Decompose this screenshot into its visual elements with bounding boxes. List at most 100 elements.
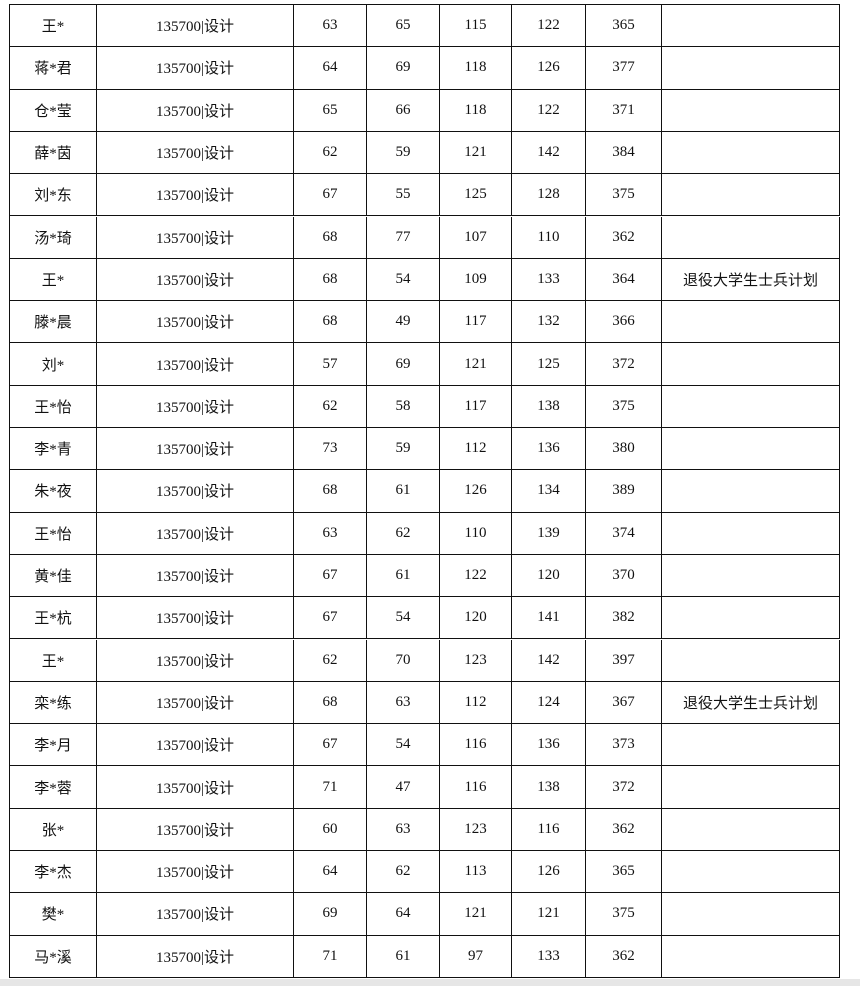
total-score: 375 (586, 893, 662, 936)
total-score: 380 (586, 428, 662, 471)
note (662, 5, 840, 48)
total-score: 384 (586, 131, 662, 175)
score: 133 (512, 935, 586, 978)
score: 68 (294, 216, 367, 259)
total-score: 375 (586, 385, 662, 428)
student-name: 栾*练 (10, 681, 97, 725)
score: 112 (440, 428, 512, 471)
major: 135700|设计 (97, 935, 294, 978)
student-name: 黄*佳 (10, 554, 97, 598)
score: 123 (440, 808, 512, 851)
score: 139 (512, 512, 586, 555)
score: 138 (512, 766, 586, 809)
score: 62 (294, 385, 367, 428)
major: 135700|设计 (97, 808, 294, 851)
score: 73 (294, 428, 367, 471)
note (662, 428, 840, 471)
major: 135700|设计 (97, 724, 294, 767)
score: 70 (367, 639, 440, 682)
score: 121 (440, 343, 512, 386)
student-name: 蒋*君 (10, 47, 97, 90)
score: 59 (367, 131, 440, 175)
score: 68 (294, 301, 367, 344)
score: 57 (294, 343, 367, 386)
score: 71 (294, 935, 367, 978)
major: 135700|设计 (97, 301, 294, 344)
score: 61 (367, 935, 440, 978)
note (662, 89, 840, 132)
score: 120 (440, 597, 512, 640)
score: 55 (367, 174, 440, 217)
total-score: 366 (586, 301, 662, 344)
student-name: 王* (10, 639, 97, 682)
total-score: 362 (586, 808, 662, 851)
score: 66 (367, 89, 440, 132)
major: 135700|设计 (97, 554, 294, 598)
score: 60 (294, 808, 367, 851)
score: 126 (512, 47, 586, 90)
score: 117 (440, 301, 512, 344)
score: 122 (512, 89, 586, 132)
total-score: 389 (586, 470, 662, 513)
major: 135700|设计 (97, 174, 294, 217)
score: 54 (367, 724, 440, 767)
score: 65 (294, 89, 367, 132)
student-name: 王*怡 (10, 385, 97, 428)
score: 61 (367, 554, 440, 598)
score: 120 (512, 554, 586, 598)
score: 123 (440, 639, 512, 682)
score: 134 (512, 470, 586, 513)
note (662, 597, 840, 640)
student-name: 马*溪 (10, 935, 97, 978)
score: 110 (440, 512, 512, 555)
score: 64 (294, 47, 367, 90)
total-score: 364 (586, 258, 662, 302)
total-score: 382 (586, 597, 662, 640)
total-score: 377 (586, 47, 662, 90)
score: 67 (294, 724, 367, 767)
major: 135700|设计 (97, 893, 294, 936)
student-name: 王*怡 (10, 512, 97, 555)
student-name: 王* (10, 5, 97, 48)
student-name: 李*青 (10, 428, 97, 471)
score: 62 (367, 512, 440, 555)
student-name: 滕*晨 (10, 301, 97, 344)
major: 135700|设计 (97, 766, 294, 809)
major: 135700|设计 (97, 258, 294, 302)
score: 109 (440, 258, 512, 302)
score: 138 (512, 385, 586, 428)
total-score: 362 (586, 216, 662, 259)
total-score: 365 (586, 5, 662, 48)
student-name: 王*杭 (10, 597, 97, 640)
score: 142 (512, 131, 586, 175)
score: 64 (367, 893, 440, 936)
score: 69 (294, 893, 367, 936)
note (662, 766, 840, 809)
score: 54 (367, 597, 440, 640)
major: 135700|设计 (97, 639, 294, 682)
note (662, 512, 840, 555)
major: 135700|设计 (97, 597, 294, 640)
score: 126 (512, 851, 586, 894)
note (662, 343, 840, 386)
score: 61 (367, 470, 440, 513)
score: 110 (512, 216, 586, 259)
student-name: 李*蓉 (10, 766, 97, 809)
score: 59 (367, 428, 440, 471)
note (662, 639, 840, 682)
student-name: 李*月 (10, 724, 97, 767)
score: 62 (367, 851, 440, 894)
footer-strip (0, 979, 860, 986)
score: 116 (512, 808, 586, 851)
student-name: 刘*东 (10, 174, 97, 217)
score: 54 (367, 258, 440, 302)
table-frame (9, 4, 840, 978)
student-name: 朱*夜 (10, 470, 97, 513)
student-name: 樊* (10, 893, 97, 936)
major: 135700|设计 (97, 428, 294, 471)
score: 49 (367, 301, 440, 344)
score: 68 (294, 681, 367, 725)
major: 135700|设计 (97, 851, 294, 894)
total-score: 367 (586, 681, 662, 725)
